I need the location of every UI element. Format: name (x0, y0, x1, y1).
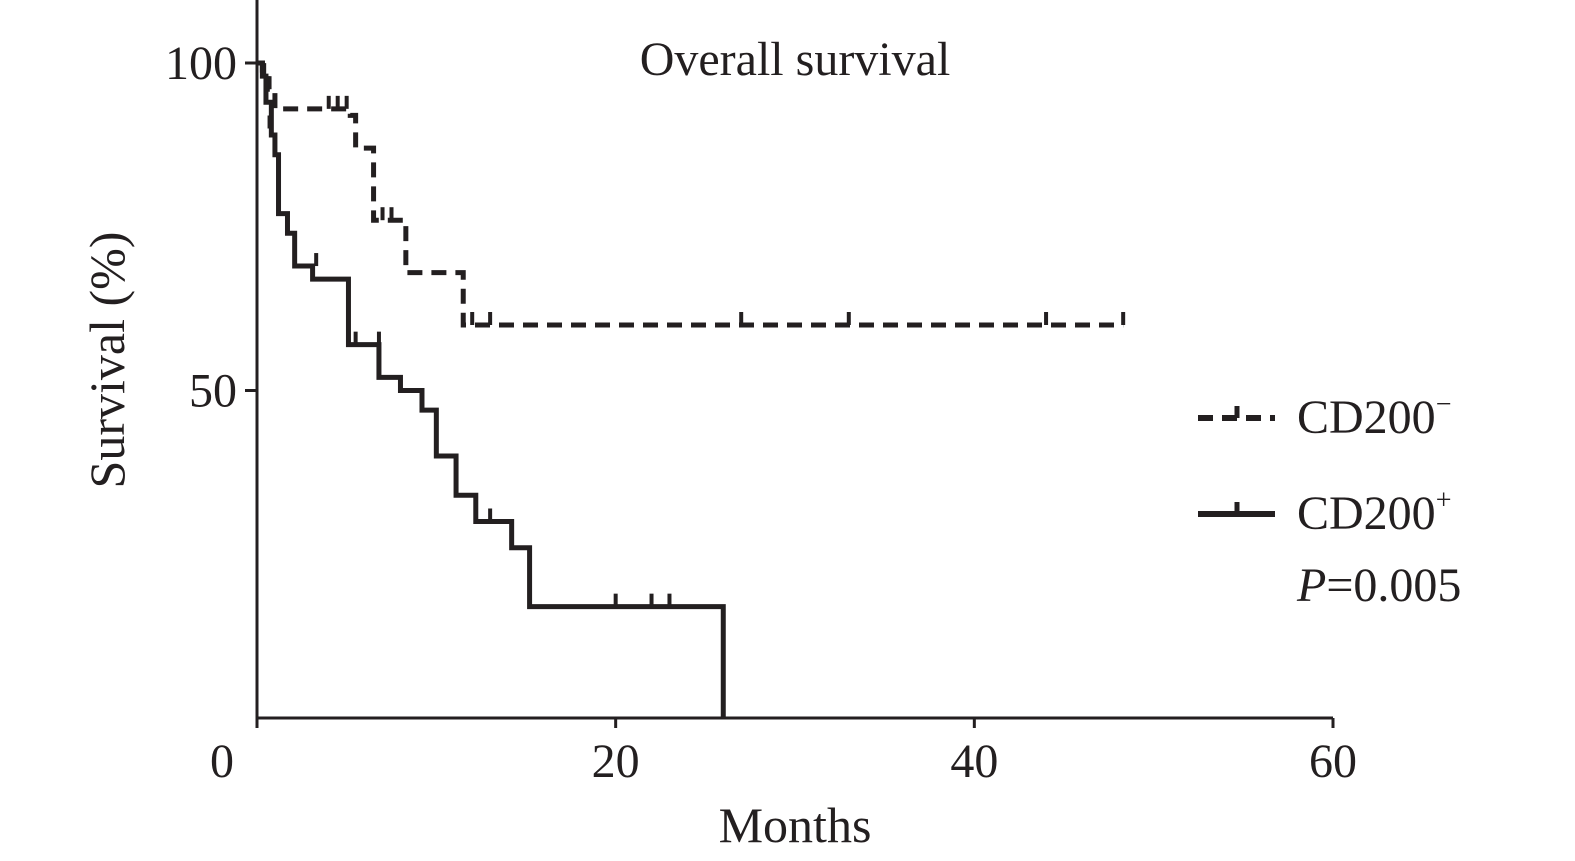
x-tick-label: 0 (210, 735, 234, 788)
p-value-text: =0.005 (1326, 559, 1461, 612)
legend-label-superscript: + (1436, 485, 1452, 516)
plot-area (257, 60, 1126, 718)
series-cd200-negative (257, 60, 1126, 328)
legend-label-superscript: − (1436, 389, 1452, 420)
legend: CD200− CD200+ P=0.005 (1198, 389, 1461, 612)
axes (255, 0, 1333, 720)
legend-item-cd200-positive: CD200+ (1198, 485, 1451, 540)
series-cd200-positive (257, 60, 726, 718)
legend-label-text: CD200 (1297, 391, 1436, 444)
survival-curve (257, 60, 726, 718)
p-value-annotation: P=0.005 (1296, 559, 1461, 612)
y-axis-label: Survival (%) (79, 232, 135, 489)
y-tick-label: 100 (165, 37, 237, 90)
survival-curve (257, 60, 1124, 328)
legend-label-cd200-negative: CD200− (1297, 389, 1451, 444)
x-axis-label: Months (719, 797, 872, 853)
p-value-symbol: P (1296, 559, 1326, 612)
tick-labels: 0 20 40 60 50 100 (165, 37, 1357, 788)
tick-marks (245, 61, 1335, 728)
chart-title: Overall survival (640, 33, 951, 86)
x-tick-label: 40 (950, 735, 998, 788)
legend-item-cd200-negative: CD200− (1198, 389, 1451, 444)
x-tick-label: 60 (1309, 735, 1357, 788)
legend-label-cd200-positive: CD200+ (1297, 485, 1451, 540)
legend-label-text: CD200 (1297, 487, 1436, 540)
y-tick-label: 50 (189, 365, 237, 418)
x-tick-label: 20 (592, 735, 640, 788)
